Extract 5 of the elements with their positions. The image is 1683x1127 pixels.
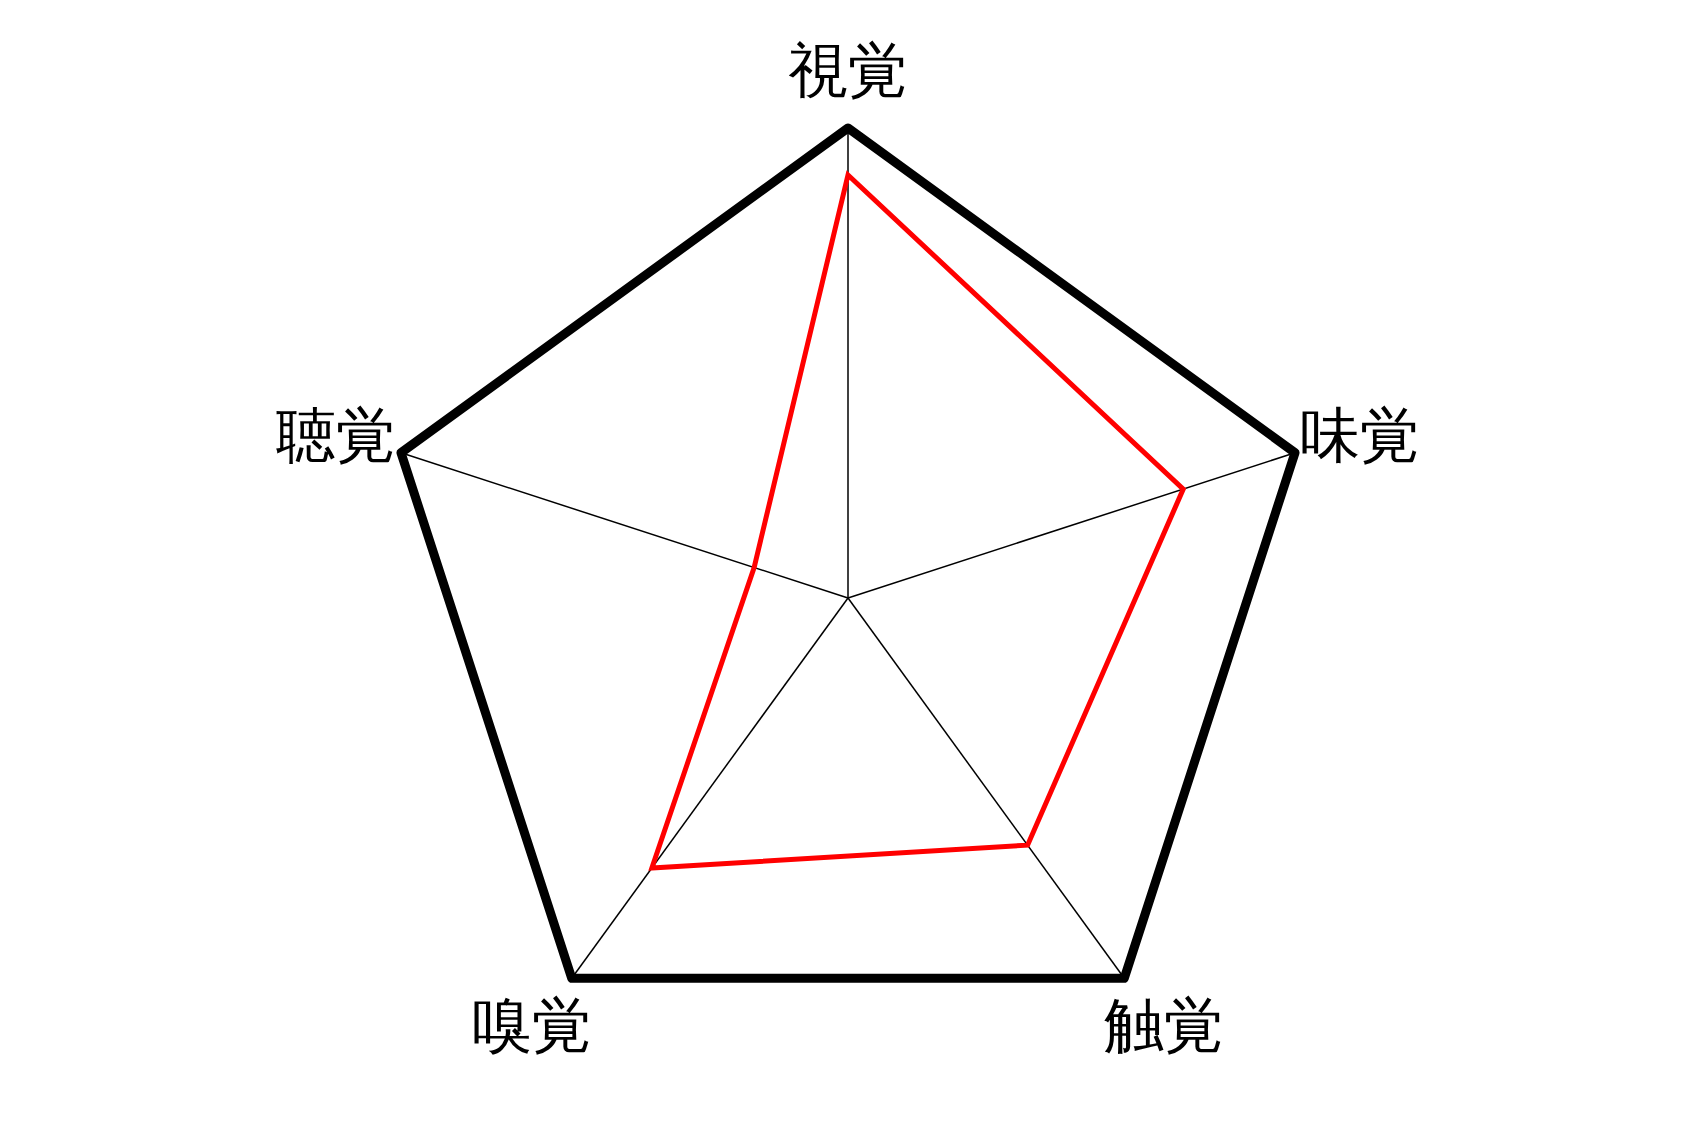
spoke-label: 触覚 — [1104, 990, 1225, 1061]
spoke-label: 聴覚 — [276, 399, 397, 470]
spoke-label: 嗅覚 — [471, 990, 592, 1061]
spoke-label: 視覚 — [788, 35, 908, 105]
spoke-label: 味覚 — [1299, 399, 1420, 470]
